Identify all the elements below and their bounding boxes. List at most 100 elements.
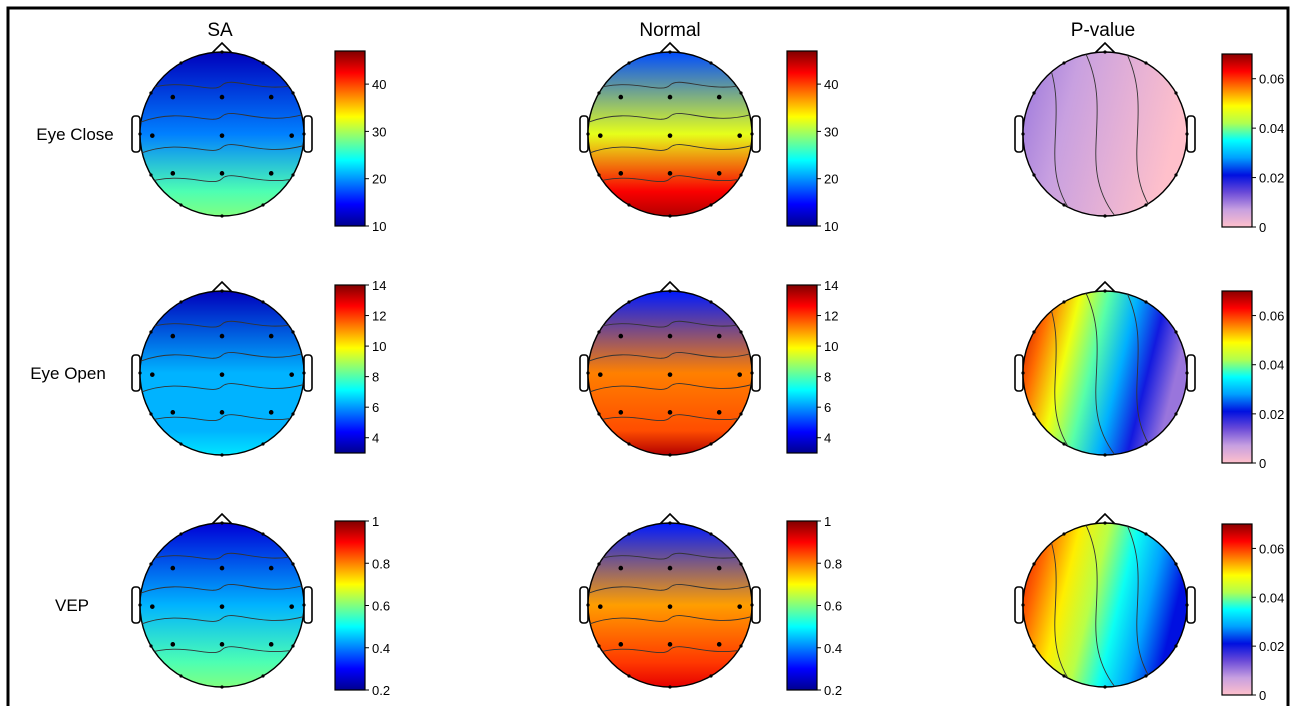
electrode-dot [219, 133, 225, 138]
rim-electrode-dot [709, 61, 713, 65]
rim-electrode-dot [1174, 562, 1178, 566]
colorbar-tick-label: 20 [372, 172, 386, 187]
topomap-eye-open-sa [131, 280, 313, 457]
rim-electrode-dot [739, 330, 743, 334]
electrode-dot [150, 372, 155, 377]
rim-electrode-dot [1174, 330, 1178, 334]
colorbar-tick-label: 0.4 [824, 641, 842, 656]
rim-electrode-dot [291, 644, 295, 648]
colorbar-tick-label: 0.06 [1259, 72, 1284, 87]
electrode-dot [667, 171, 673, 176]
rim-electrode-dot [149, 330, 153, 334]
rim-electrode-dot [291, 173, 295, 177]
rim-electrode-dot [1185, 371, 1189, 375]
rim-electrode-dot [709, 442, 713, 446]
column-title-normal: Normal [639, 20, 700, 41]
rim-electrode-dot [1103, 453, 1107, 457]
electrode-dot [268, 333, 274, 339]
rim-electrode-dot [750, 132, 754, 136]
electrode-dot [667, 333, 673, 339]
electrode-dot [170, 565, 176, 571]
colorbar-scale [786, 50, 818, 227]
nose-icon [211, 512, 233, 525]
figure-border [6, 6, 1290, 706]
rim-electrode-dot [668, 50, 672, 54]
row-label-eye-close: Eye Close [36, 125, 113, 144]
colorbar-tick-label: 0.2 [824, 683, 842, 698]
rim-electrode-dot [1062, 442, 1066, 446]
rim-electrode-dot [597, 91, 601, 95]
nose-icon [659, 41, 681, 54]
contour-lines [588, 552, 752, 657]
rim-electrode-dot [597, 173, 601, 177]
rim-electrode-dot [1103, 685, 1107, 689]
colorbar-eye-open-p-value: 0.06 0.04 0.02 0 [1221, 290, 1284, 471]
colorbar-tick-label: 10 [824, 339, 838, 354]
rim-electrode-dot [1032, 644, 1036, 648]
scalp-map [1022, 51, 1188, 217]
rim-electrode-dot [179, 442, 183, 446]
rim-electrode-dot [668, 685, 672, 689]
rim-electrode-dot [586, 132, 590, 136]
rim-electrode-dot [138, 603, 142, 607]
contour-lines [1043, 291, 1157, 455]
electrode-dot [150, 604, 155, 609]
rim-electrode-dot [739, 91, 743, 95]
colorbar-scale [334, 50, 366, 227]
electrode-dot [219, 333, 225, 339]
rim-electrode-dot [261, 674, 265, 678]
colorbar-tick-label: 0.04 [1259, 121, 1284, 136]
nose-icon [1094, 512, 1116, 525]
rim-electrode-dot [1174, 91, 1178, 95]
rim-electrode-dot [220, 214, 224, 218]
rim-electrode-dot [668, 214, 672, 218]
colorbar-scale [334, 520, 366, 691]
colorbar-scale [1221, 523, 1253, 696]
colorbar-tick-label: 12 [372, 309, 386, 324]
rim-electrode-dot [750, 371, 754, 375]
electrode-dot [170, 333, 176, 339]
contour-lines [140, 81, 304, 186]
electrode-dot [737, 604, 742, 609]
contour-lines [1043, 523, 1157, 687]
colorbar-tick-label: 12 [824, 309, 838, 324]
rim-electrode-dot [1032, 173, 1036, 177]
nose-icon [211, 41, 233, 54]
rim-electrode-dot [1021, 132, 1025, 136]
rim-electrode-dot [149, 412, 153, 416]
rim-electrode-dot [668, 289, 672, 293]
rim-electrode-dot [179, 674, 183, 678]
rim-electrode-dot [138, 132, 142, 136]
topomap-vep-p-value [1014, 512, 1196, 689]
electrode-dot [716, 94, 722, 100]
electrode-dot [598, 133, 603, 138]
rim-electrode-dot [668, 521, 672, 525]
electrode-dot [667, 133, 673, 138]
rim-electrode-dot [1144, 61, 1148, 65]
colorbar-tick-label: 10 [824, 219, 838, 234]
rim-electrode-dot [302, 132, 306, 136]
nose-icon [659, 512, 681, 525]
electrode-dot [667, 94, 673, 100]
electrode-dot [170, 410, 176, 415]
topomap-eye-close-sa [131, 41, 313, 218]
rim-electrode-dot [220, 50, 224, 54]
row-label-vep: VEP [55, 596, 89, 615]
contour-lines [140, 552, 304, 657]
contour-lines [140, 320, 304, 425]
rim-electrode-dot [302, 371, 306, 375]
rim-electrode-dot [597, 562, 601, 566]
colorbar-tick-label: 0.04 [1259, 358, 1284, 373]
rim-electrode-dot [1103, 289, 1107, 293]
rim-electrode-dot [1062, 674, 1066, 678]
topomap-eye-close-p-value [1014, 41, 1196, 218]
colorbar-tick-label: 4 [372, 431, 379, 446]
rim-electrode-dot [261, 532, 265, 536]
nose-icon [211, 280, 233, 293]
rim-electrode-dot [1144, 532, 1148, 536]
colorbar-scale [786, 284, 818, 454]
colorbar-tick-label: 40 [372, 77, 386, 92]
nose-icon [1094, 41, 1116, 54]
colorbar-scale [334, 284, 366, 454]
colorbar-tick-label: 0.6 [824, 599, 842, 614]
